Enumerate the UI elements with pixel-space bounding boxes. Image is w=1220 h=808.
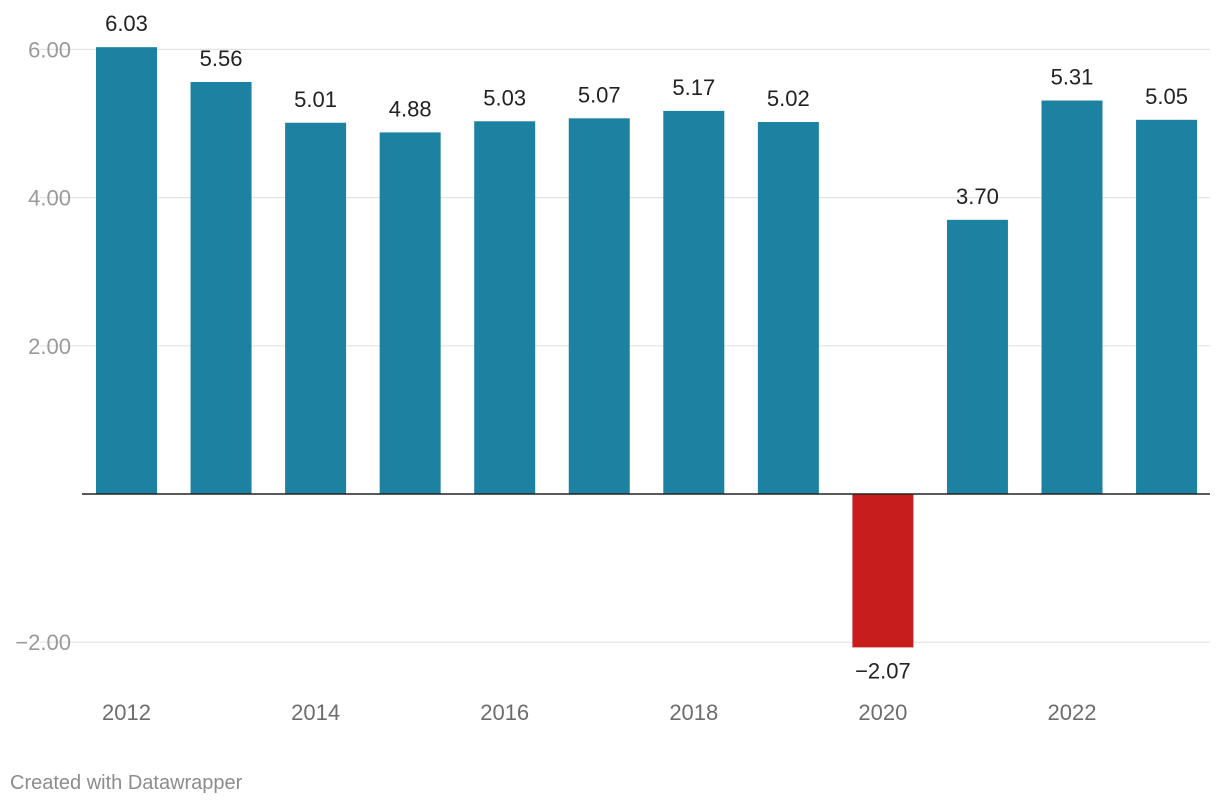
x-tick-label: 2016 xyxy=(480,700,529,725)
bar-2023 xyxy=(1136,119,1198,495)
value-label: −2.07 xyxy=(855,658,911,683)
value-label: 5.07 xyxy=(578,82,621,107)
value-labels: 6.03 5.56 5.01 4.88 5.03 5.07 5.17 5.02 −2.07 3.7… xyxy=(105,11,1188,683)
value-label: 5.03 xyxy=(483,85,526,110)
bar-2014 xyxy=(285,122,347,494)
value-label: 5.01 xyxy=(294,87,337,112)
y-tick-label: 2.00 xyxy=(28,334,71,359)
y-tick-label: 4.00 xyxy=(28,186,71,211)
value-label: 3.70 xyxy=(956,184,999,209)
y-tick-label: −2.00 xyxy=(15,630,71,655)
y-tick-label: 6.00 xyxy=(28,37,71,62)
value-label: 5.31 xyxy=(1051,65,1094,90)
bar-2019 xyxy=(757,122,819,494)
y-axis-ticks: 6.00 4.00 2.00 −2.00 xyxy=(15,37,71,655)
datawrapper-credit: Created with Datawrapper xyxy=(10,772,243,794)
x-tick-label: 2020 xyxy=(858,700,907,725)
x-tick-label: 2018 xyxy=(669,700,718,725)
bar-2016 xyxy=(474,121,536,494)
value-label: 6.03 xyxy=(105,11,148,36)
bar-2022 xyxy=(1041,100,1103,495)
bar-2020 xyxy=(852,494,914,648)
value-label: 5.02 xyxy=(767,86,810,111)
bar-2015 xyxy=(379,132,441,494)
value-label: 5.17 xyxy=(672,75,715,100)
x-tick-label: 2022 xyxy=(1048,700,1097,725)
value-label: 5.05 xyxy=(1145,84,1188,109)
bars xyxy=(96,47,1198,648)
x-tick-label: 2012 xyxy=(102,700,151,725)
x-tick-label: 2014 xyxy=(291,700,340,725)
value-label: 4.88 xyxy=(389,96,432,121)
bar-2013 xyxy=(190,82,252,494)
bar-2018 xyxy=(663,110,725,494)
x-axis-ticks: 2012 2014 2016 2018 2020 2022 xyxy=(102,700,1096,725)
bar-2017 xyxy=(568,118,630,495)
bar-2012 xyxy=(96,47,157,494)
bar-2021 xyxy=(946,219,1008,494)
value-label: 5.56 xyxy=(200,46,243,71)
